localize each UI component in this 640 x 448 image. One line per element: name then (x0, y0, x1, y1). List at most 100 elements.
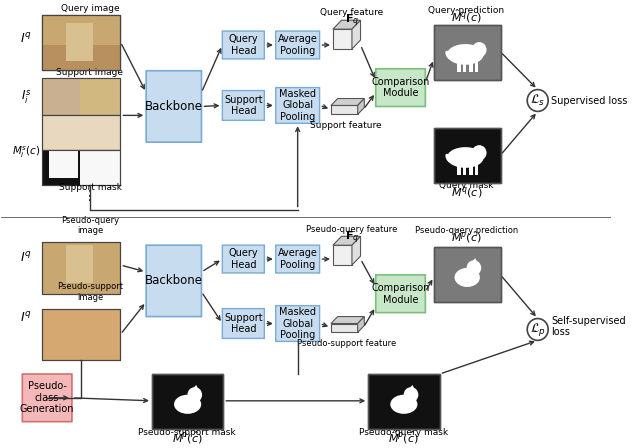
Circle shape (404, 387, 419, 402)
Text: $\mathcal{L}_s$: $\mathcal{L}_s$ (530, 93, 545, 108)
Bar (42, 150, 81, 185)
Text: Support
Head: Support Head (224, 313, 262, 334)
Bar (434, 128, 500, 183)
Bar (42, 116, 120, 150)
FancyBboxPatch shape (276, 31, 319, 59)
Bar (42, 150, 120, 185)
Bar (42, 116, 120, 150)
Bar (42, 78, 120, 116)
Text: Backbone: Backbone (145, 100, 203, 113)
Text: Average
Pooling: Average Pooling (278, 34, 317, 56)
Ellipse shape (454, 268, 480, 287)
Polygon shape (407, 385, 417, 393)
Bar (434, 247, 500, 302)
FancyBboxPatch shape (376, 69, 426, 107)
Polygon shape (331, 317, 364, 323)
FancyBboxPatch shape (276, 87, 319, 123)
Text: Pseudo-query prediction: Pseudo-query prediction (415, 226, 518, 235)
Bar (49, 150, 77, 178)
Text: Comparison
Module: Comparison Module (371, 77, 429, 99)
Bar (81, 78, 120, 116)
Bar (331, 105, 358, 114)
FancyBboxPatch shape (146, 245, 202, 317)
Bar (66, 245, 93, 283)
FancyBboxPatch shape (222, 90, 264, 121)
Text: $M^s_i(c)$: $M^s_i(c)$ (12, 145, 40, 160)
FancyBboxPatch shape (276, 306, 319, 341)
Bar (42, 78, 120, 116)
Text: Pseudo-query
image: Pseudo-query image (61, 216, 119, 235)
Bar (469, 62, 473, 72)
Circle shape (527, 319, 548, 340)
Ellipse shape (472, 145, 486, 160)
Text: Supervised loss: Supervised loss (551, 95, 627, 105)
Bar (42, 15, 120, 70)
Polygon shape (358, 99, 364, 114)
Text: Pseudo-support feature: Pseudo-support feature (296, 339, 396, 348)
Ellipse shape (447, 44, 484, 65)
Text: Support
Head: Support Head (224, 95, 262, 116)
Text: Pseudo-support mask: Pseudo-support mask (138, 427, 236, 436)
Text: Pseudo-query mask: Pseudo-query mask (359, 427, 448, 436)
Text: Query feature: Query feature (321, 8, 383, 17)
Bar (368, 374, 440, 429)
Text: Self-supervised
loss: Self-supervised loss (551, 316, 626, 337)
Bar (42, 309, 120, 360)
FancyBboxPatch shape (222, 245, 264, 273)
Bar (434, 25, 500, 80)
Bar (469, 165, 473, 175)
Bar (463, 62, 467, 72)
Text: $\hat{M}^p(\hat{c})$: $\hat{M}^p(\hat{c})$ (451, 227, 482, 245)
FancyBboxPatch shape (376, 275, 426, 313)
Text: $\mathbf{F}_q$: $\mathbf{F}_q$ (345, 13, 359, 29)
Text: Masked
Global
Pooling: Masked Global Pooling (279, 307, 316, 340)
Text: Query
Head: Query Head (228, 248, 258, 270)
Circle shape (527, 90, 548, 112)
Text: Query prediction: Query prediction (428, 6, 504, 15)
Text: $M^q(c)$: $M^q(c)$ (451, 185, 482, 200)
Text: $I^q$: $I^q$ (20, 310, 32, 324)
Ellipse shape (445, 51, 452, 60)
Ellipse shape (390, 395, 417, 414)
Text: $\hat{M}^q(c)$: $\hat{M}^q(c)$ (451, 7, 482, 25)
Bar (42, 150, 120, 185)
Bar (42, 15, 120, 45)
Bar (434, 25, 500, 80)
Ellipse shape (472, 42, 486, 57)
Bar (42, 242, 120, 294)
Bar (42, 15, 120, 70)
Text: Pseudo-support
image: Pseudo-support image (57, 282, 123, 302)
Bar (458, 62, 461, 72)
Ellipse shape (447, 147, 484, 168)
FancyBboxPatch shape (22, 374, 72, 422)
Bar (152, 374, 223, 429)
Polygon shape (352, 20, 360, 49)
Text: Support mask: Support mask (58, 183, 122, 192)
FancyBboxPatch shape (276, 245, 319, 273)
Text: Average
Pooling: Average Pooling (278, 248, 317, 270)
Polygon shape (358, 317, 364, 332)
Text: Query mask: Query mask (439, 181, 493, 190)
Circle shape (188, 387, 202, 402)
Polygon shape (191, 385, 200, 393)
Text: ⋮: ⋮ (83, 189, 97, 202)
Bar (368, 374, 440, 429)
Bar (42, 309, 120, 360)
Polygon shape (352, 236, 360, 265)
Text: Query
Head: Query Head (228, 34, 258, 56)
Text: Backbone: Backbone (145, 274, 203, 287)
FancyBboxPatch shape (222, 31, 264, 59)
Bar (42, 15, 120, 70)
Bar (333, 29, 352, 49)
Polygon shape (333, 236, 360, 245)
Bar (331, 323, 358, 332)
Text: Query image: Query image (61, 4, 119, 13)
Bar (475, 62, 479, 72)
Bar (333, 245, 352, 265)
Polygon shape (331, 99, 364, 105)
Text: $I^s_i$: $I^s_i$ (21, 89, 31, 106)
Polygon shape (333, 20, 360, 29)
Bar (42, 78, 81, 116)
FancyBboxPatch shape (222, 309, 264, 338)
Bar (475, 165, 479, 175)
